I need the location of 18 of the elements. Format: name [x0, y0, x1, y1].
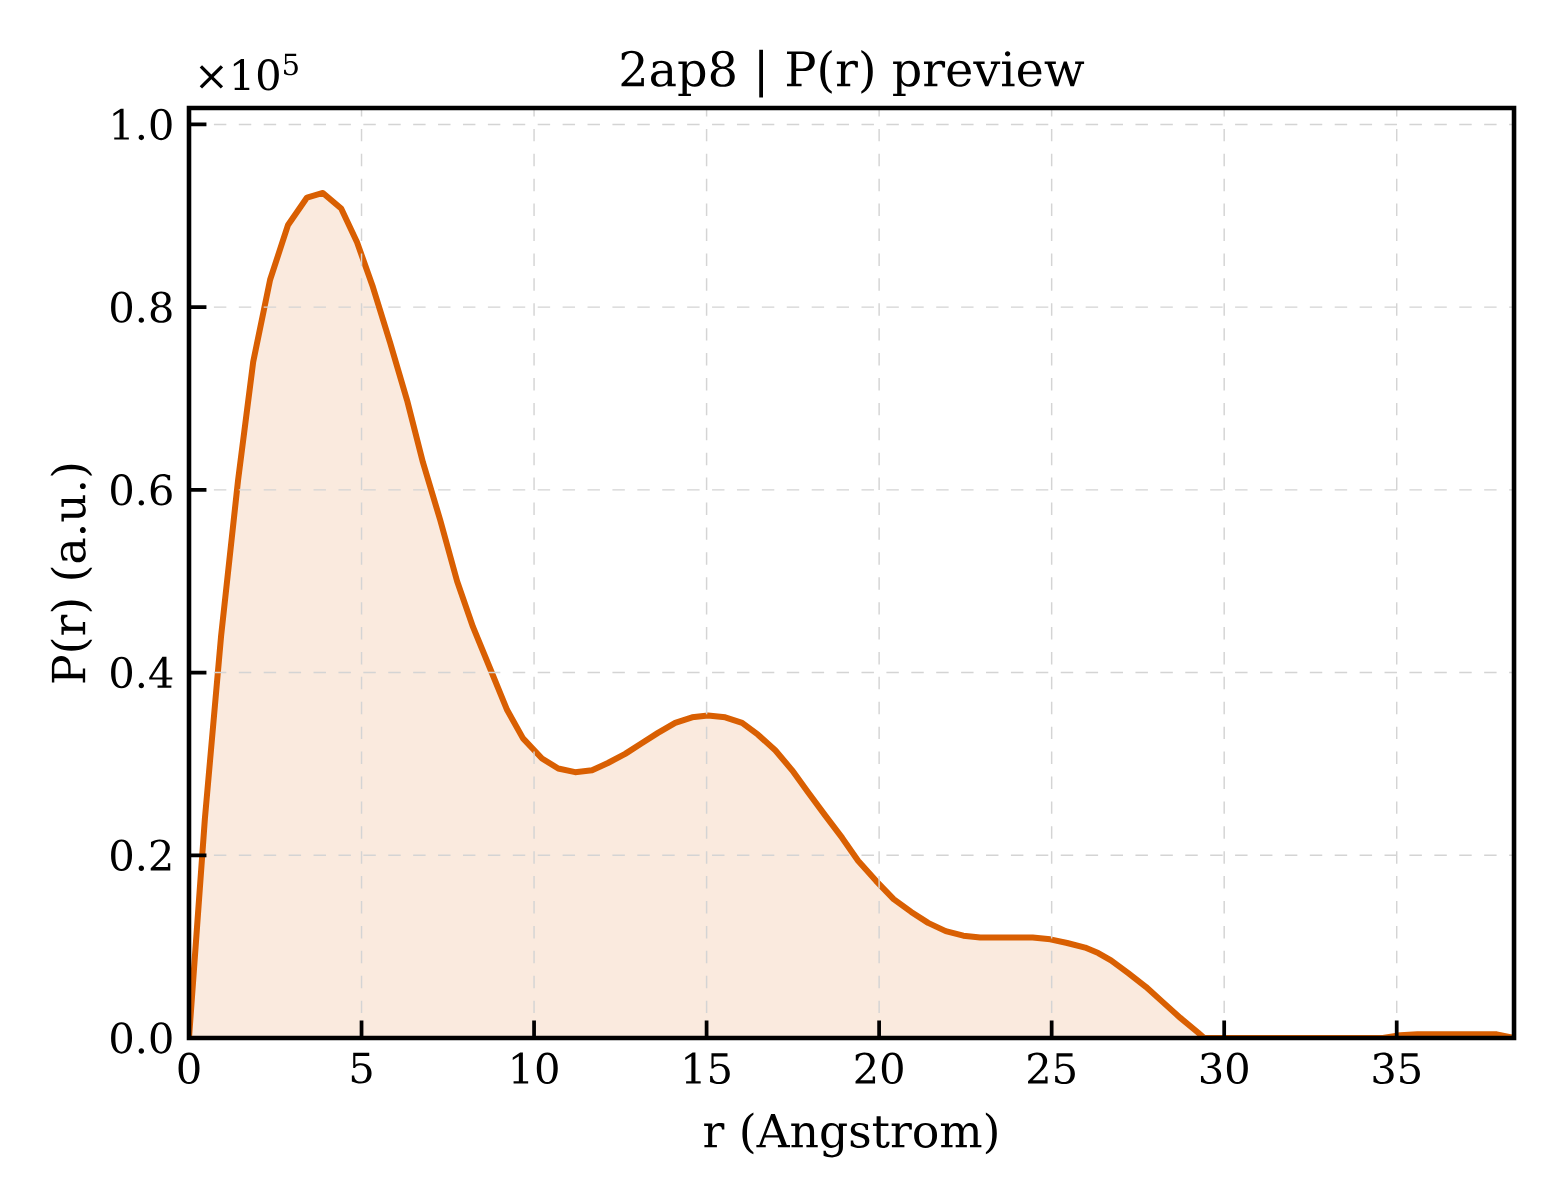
x-tick-label: 30	[1200, 1052, 1248, 1085]
x-tick-label: 5	[351, 1052, 372, 1084]
y-tick-label: 0.6	[111, 474, 172, 506]
x-tick-label: 35	[1373, 1052, 1420, 1085]
x-tick-label: 10	[512, 1052, 558, 1085]
x-axis-title: r (Angstrom)	[704, 1112, 997, 1158]
y-tick-label: 0.2	[111, 839, 171, 871]
y-tick-label: 1.0	[113, 108, 172, 141]
y-tick-label: 0.0	[111, 1022, 172, 1054]
y-tick-label: 0.4	[111, 656, 173, 689]
chart-title: 2ap8 | P(r) preview	[621, 49, 1085, 98]
y-tick-label: 0.8	[111, 291, 172, 323]
y-axis-title: P(r) (a.u.)	[50, 464, 93, 683]
x-tick-label: 25	[1028, 1052, 1075, 1085]
x-tick-label: 15	[685, 1052, 730, 1085]
x-tick-label: 20	[855, 1052, 903, 1085]
text: ×10$^{5}$	[199, 53, 298, 91]
x-tick-label: 0	[178, 1052, 200, 1085]
